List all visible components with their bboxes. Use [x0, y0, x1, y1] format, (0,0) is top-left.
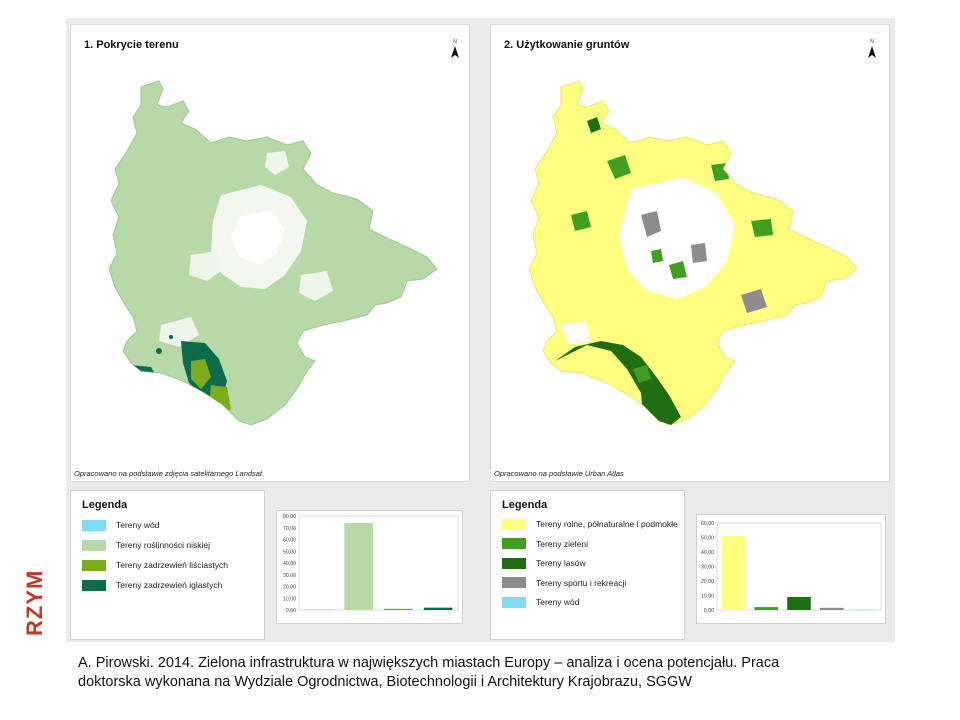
legend-swatch [82, 579, 106, 591]
north-label: N [453, 39, 457, 45]
legend-label: Tereny wód [536, 597, 580, 607]
map-title: 1. Pokrycie terenu [84, 39, 179, 51]
y-tick-label: 0,00 [704, 608, 714, 614]
legend-label: Tereny zieleni [536, 538, 588, 549]
legend-label: Tereny zadrzewień liściastych [116, 560, 228, 570]
legend-item: Tereny zieleni [502, 537, 588, 551]
legend-label: Tereny roślinności niskiej [116, 540, 211, 550]
legend-swatch [82, 559, 106, 571]
legend-label: Tereny rolne, półnaturalne i podmokłe [536, 519, 678, 529]
y-tick-label: 20,00 [283, 585, 296, 591]
chart-land-cover-svg: 0,00 10,00 20,00 30,00 40,00 50,00 60,00 70,00 8… [283, 514, 459, 614]
bar [787, 596, 811, 610]
legend-swatch [82, 519, 106, 531]
bar [304, 609, 334, 611]
map-panel-land-use: 2. Użytkowanie gruntów N Opracowano na p… [490, 24, 890, 482]
legend-swatch [502, 577, 526, 588]
legend-land-cover: Legenda Tereny wód Tereny roślinności nis… [70, 490, 265, 640]
legend-item: Tereny lasów [502, 556, 586, 570]
legend-item: Tereny roślinności niskiej [82, 538, 210, 552]
map-title: 2. Użytkowanie gruntów [504, 39, 630, 51]
legend-item: Tereny wód [502, 595, 579, 609]
map-source-note: Opracowano na podstawie zdjęcia satelita… [74, 469, 263, 478]
north-arrow-icon: N [867, 38, 877, 60]
legend-swatch [502, 596, 526, 608]
y-tick-label: 10,00 [283, 596, 296, 602]
legend-swatch [502, 557, 526, 569]
chart-land-use: 0,00 10,00 20,00 30,00 40,00 50,00 60,00 [696, 514, 886, 624]
y-tick-label: 70,00 [283, 526, 296, 532]
plot-frame [298, 515, 459, 611]
legend-title: Legenda [502, 499, 548, 511]
legend-label: Tereny lasów [536, 558, 586, 568]
legend-item: Tereny sportu i rekreacji [502, 576, 626, 590]
legend-swatch [502, 518, 526, 530]
legend-label: Tereny sportu i rekreacji [536, 577, 627, 588]
chart-land-use-svg: 0,00 10,00 20,00 30,00 40,00 50,00 60,00 [701, 521, 882, 614]
bar [344, 523, 373, 610]
chart-land-cover: 0,00 10,00 20,00 30,00 40,00 50,00 60,00 70,00 8… [276, 510, 463, 624]
north-arrow-icon: N [450, 38, 460, 60]
bar [852, 609, 877, 611]
bar [384, 608, 413, 610]
legend-land-use: Legenda Tereny rolne, półnaturalne i pod… [490, 490, 685, 640]
legend-label: Tereny zadrzewień iglastych [116, 580, 223, 590]
y-tick-label: 60,00 [701, 521, 714, 527]
legend-item: Tereny rolne, półnaturalne i podmokłe [502, 517, 678, 531]
legend-item: Tereny wód [82, 518, 159, 532]
legend-swatch [82, 539, 106, 551]
y-tick-label: 30,00 [283, 573, 296, 579]
y-tick-label: 50,00 [701, 536, 714, 542]
bar [721, 536, 746, 610]
bar [423, 607, 453, 610]
y-tick-label: 50,00 [283, 549, 296, 555]
legend-item: Tereny zadrzewień liściastych [82, 558, 228, 572]
y-tick-label: 80,00 [283, 514, 296, 520]
bar [754, 607, 779, 610]
figure-caption: A. Pirowski. 2014. Zielona infrastruktur… [78, 654, 948, 692]
y-tick-label: 0,00 [286, 608, 296, 614]
north-label: N [870, 39, 874, 45]
map-panel-land-cover: 1. Pokrycie terenu N Opracowano na podst… [70, 24, 470, 482]
y-tick-label: 30,00 [701, 565, 714, 571]
y-tick-label: 10,00 [701, 594, 714, 600]
land-cover-map [108, 80, 438, 426]
y-tick-label: 40,00 [283, 561, 296, 567]
legend-item: Tereny zadrzewień iglastych [82, 578, 222, 592]
legend-title: Legenda [82, 499, 128, 511]
bar [819, 607, 844, 610]
caption-line-1: A. Pirowski. 2014. Zielona infrastruktur… [78, 655, 780, 671]
land-use-map [528, 80, 858, 426]
y-tick-label: 60,00 [283, 538, 296, 544]
caption-line-2: doktorska wykonana na Wydziale Ogrodnict… [78, 674, 692, 690]
side-label-city: RZYM [22, 569, 47, 636]
map-source-note: Opracowano na podstawie Urban Atlas [494, 469, 624, 478]
y-tick-label: 20,00 [701, 579, 714, 585]
legend-label: Tereny wód [116, 520, 160, 530]
legend-swatch [502, 538, 526, 549]
y-tick-label: 40,00 [701, 550, 714, 556]
